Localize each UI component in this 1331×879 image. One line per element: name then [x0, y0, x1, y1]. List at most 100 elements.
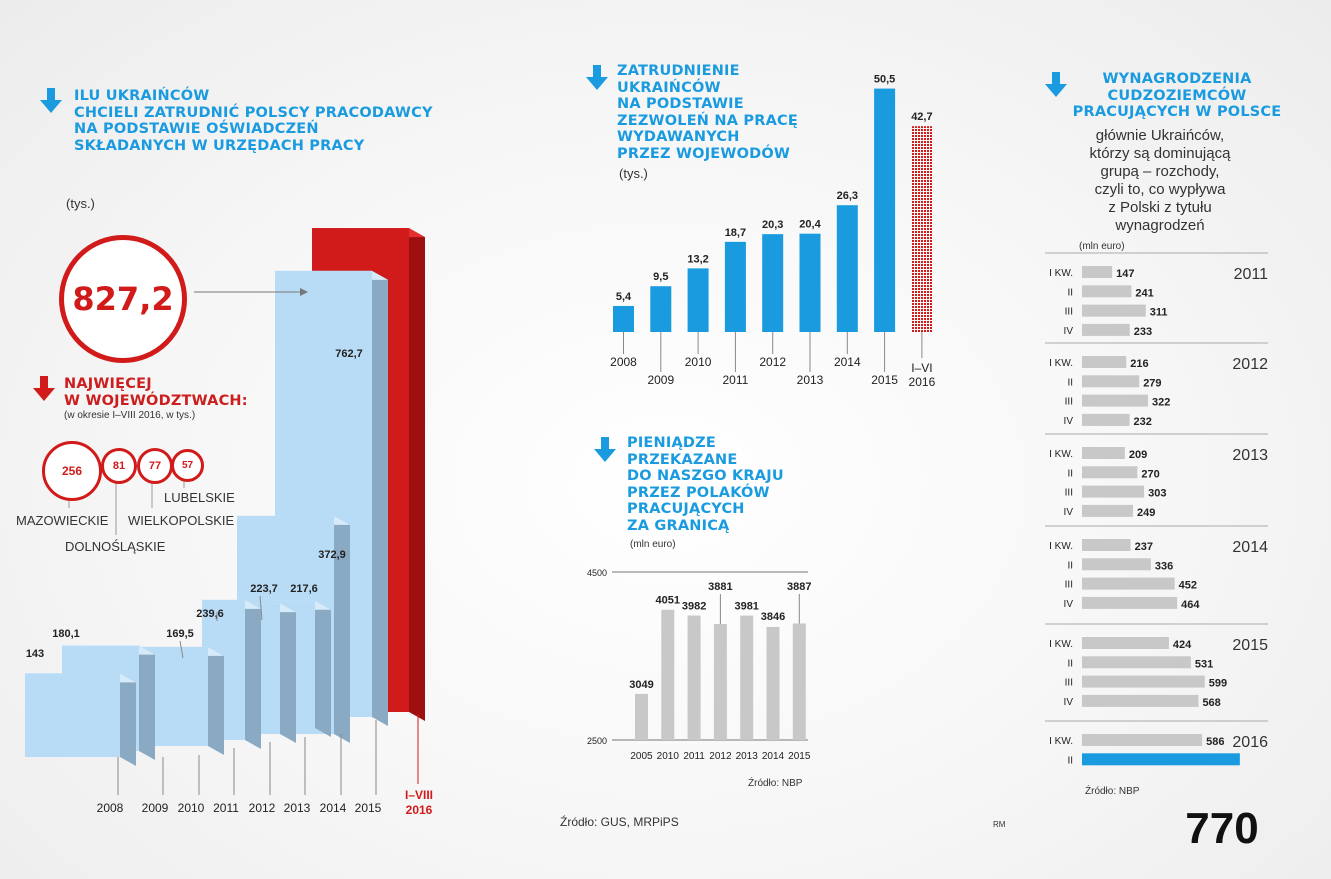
wages-quarter-label: II [1067, 468, 1073, 479]
wages-year-label: 2011 [1234, 266, 1269, 283]
permit-bar [724, 241, 746, 332]
credit: RM [993, 820, 1006, 829]
wages-quarter-label: I KW. [1049, 449, 1073, 460]
wages-value-label: 147 [1116, 268, 1134, 280]
permit-x-label: 2009 [647, 373, 674, 387]
bar3d-side [139, 645, 155, 760]
wages-value-label: 303 [1148, 488, 1166, 500]
down-arrow-icon [586, 65, 608, 90]
wages-description-line: wynagrodzeń [1115, 217, 1205, 234]
wages-bar [1082, 485, 1145, 498]
region-circle: 77 [137, 448, 173, 484]
wages-quarter-label: III [1065, 580, 1073, 591]
permit-bar [687, 268, 709, 332]
wages-title-line: CUDZOZIEMCÓW [1107, 87, 1247, 104]
permit-value-label: 18,7 [725, 227, 746, 239]
wages-value-label: 237 [1135, 541, 1153, 553]
remit-value-label: 3846 [761, 611, 785, 623]
bar3d-side [245, 599, 261, 749]
wages-value-label: 279 [1143, 377, 1161, 389]
wages-description-line: z Polski z tytułu [1108, 199, 1212, 216]
bar-value-label: 180,1 [52, 628, 80, 640]
remit-bar [792, 623, 806, 740]
permit-bar [911, 126, 933, 332]
wages-value-label: 232 [1134, 416, 1152, 428]
wages-year-label: 2014 [1232, 539, 1268, 556]
wages-quarter-label: IV [1064, 326, 1074, 337]
permits-title-line: ZEZWOLEŃ NA PRACĘ [617, 112, 798, 129]
permit-value-label: 50,5 [874, 74, 895, 86]
remit-bar [740, 615, 754, 740]
label-leader [179, 640, 184, 659]
permit-x-label: 2012 [759, 355, 786, 369]
permits-unit: (tys.) [619, 166, 648, 181]
label-leader [259, 595, 263, 621]
wages-value-label: 233 [1134, 326, 1152, 338]
remittances-title-line: PRZEZ POLAKÓW [627, 484, 770, 501]
remit-x-label: 2014 [762, 751, 785, 762]
wages-year-label: 2013 [1232, 447, 1268, 464]
down-arrow-icon [33, 376, 55, 401]
remit-value-label: 3982 [682, 601, 706, 613]
permits-title-line: NA PODSTAWIE [617, 96, 744, 112]
permit-value-label: 13,2 [687, 253, 708, 265]
connector-arrowhead [300, 288, 308, 296]
wages-value-label: 270 [1141, 468, 1159, 480]
bar3d-side [372, 270, 388, 726]
wages-year-label: 2015 [1232, 637, 1268, 654]
permit-bar [836, 205, 858, 332]
bar-value-label: 223,7 [250, 583, 278, 595]
wages-value-label: 241 [1135, 287, 1153, 299]
regions-title: NAJWIĘCEJ W WOJEWÓDZTWACH: [64, 376, 264, 409]
remit-value-label: 4051 [656, 595, 680, 607]
regions-title-line: NAJWIĘCEJ [64, 376, 152, 392]
wages-bar [1082, 656, 1191, 669]
region-name: MAZOWIECKIE [16, 513, 109, 528]
highlight-circle: 827,2 [59, 235, 187, 363]
wages-value-label: 464 [1181, 599, 1200, 611]
wages-title-line: PRACUJĄCYCH W POLSCE [1072, 104, 1282, 120]
left-title-line: CHCIELI ZATRUDNIĆ POLSCY PRACODAWCY [74, 104, 433, 121]
permits-title-line: WYDAWANYCH [617, 129, 740, 145]
bar-value-label: 217,6 [290, 583, 318, 595]
permit-value-label: 26,3 [837, 190, 858, 202]
wages-bar [1082, 356, 1127, 368]
remittances-title-line: PIENIĄDZE [627, 435, 716, 451]
x-tick-label: 2014 [320, 801, 347, 815]
remittances-title-line: ZA GRANICĄ [627, 517, 730, 534]
wages-value-label: 336 [1155, 560, 1173, 572]
wages-quarter-label: II [1067, 658, 1073, 669]
remittances-title-line: DO NASZGO KRAJU [627, 468, 784, 484]
bar3d-side [120, 673, 136, 766]
wages-value-label: 311 [1150, 307, 1168, 319]
permit-bar [650, 286, 672, 332]
permit-x-label: 2008 [610, 355, 637, 369]
permit-value-label: 20,3 [762, 219, 783, 231]
bar-value-label: 372,9 [318, 549, 346, 561]
wages-description: głównie Ukraińców, którzy są dominującą … [1060, 127, 1260, 235]
remit-bar [661, 609, 675, 740]
x-tick-label: 2015 [355, 801, 382, 815]
wages-value-label: 531 [1195, 658, 1213, 670]
wages-year-label: 2012 [1232, 356, 1268, 373]
bar3d-side [409, 228, 425, 721]
bar-value-label: 239,6 [196, 608, 224, 620]
wages-bar [1082, 304, 1146, 317]
wages-bar [1082, 266, 1113, 278]
wages-quarter-label: IV [1064, 599, 1074, 610]
remit-value-label: 3881 [708, 581, 732, 593]
wages-highlight-value: 770 [1185, 804, 1258, 853]
permit-x-label: 2011 [722, 373, 748, 387]
wages-bar [1082, 394, 1149, 407]
wages-quarter-label: I KW. [1049, 541, 1073, 552]
wages-bar [1082, 413, 1130, 426]
remit-x-label: 2013 [736, 751, 759, 762]
remittances-title: PIENIĄDZE PRZEKAZANE DO NASZGO KRAJU PRZ… [627, 435, 827, 534]
x-tick-label: 2011 [213, 801, 239, 815]
wages-bar [1082, 504, 1134, 517]
wages-value-label: 568 [1202, 697, 1220, 709]
permit-value-label: 5,4 [616, 291, 632, 303]
wages-quarter-label: II [1067, 287, 1073, 298]
wages-description-line: głównie Ukraińców, [1095, 127, 1225, 144]
permit-value-label: 9,5 [653, 271, 668, 283]
